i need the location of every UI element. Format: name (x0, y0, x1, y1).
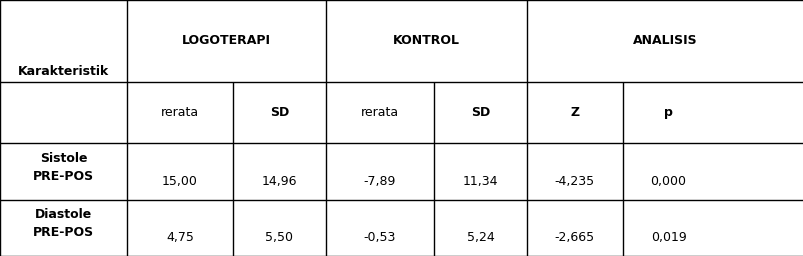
Text: 14,96: 14,96 (261, 175, 297, 188)
Text: 11,34: 11,34 (462, 175, 498, 188)
Text: -0,53: -0,53 (363, 231, 396, 244)
Text: rerata: rerata (161, 106, 199, 119)
Text: -2,665: -2,665 (554, 231, 594, 244)
Text: 0,019: 0,019 (650, 231, 686, 244)
Text: SD: SD (471, 106, 489, 119)
Text: 0,000: 0,000 (650, 175, 686, 188)
Text: 5,50: 5,50 (265, 231, 293, 244)
Text: Sistole
PRE-POS: Sistole PRE-POS (33, 152, 94, 183)
Text: -4,235: -4,235 (554, 175, 594, 188)
Text: -7,89: -7,89 (363, 175, 396, 188)
Text: LOGOTERAPI: LOGOTERAPI (181, 35, 271, 47)
Text: ANALISIS: ANALISIS (632, 35, 697, 47)
Text: 15,00: 15,00 (162, 175, 198, 188)
Text: SD: SD (270, 106, 288, 119)
Text: 5,24: 5,24 (466, 231, 494, 244)
Text: rerata: rerata (361, 106, 398, 119)
Text: Diastole
PRE-POS: Diastole PRE-POS (33, 208, 94, 239)
Text: Z: Z (569, 106, 579, 119)
Text: Karakteristik: Karakteristik (18, 65, 109, 78)
Text: 4,75: 4,75 (166, 231, 194, 244)
Text: KONTROL: KONTROL (392, 35, 459, 47)
Text: p: p (663, 106, 672, 119)
